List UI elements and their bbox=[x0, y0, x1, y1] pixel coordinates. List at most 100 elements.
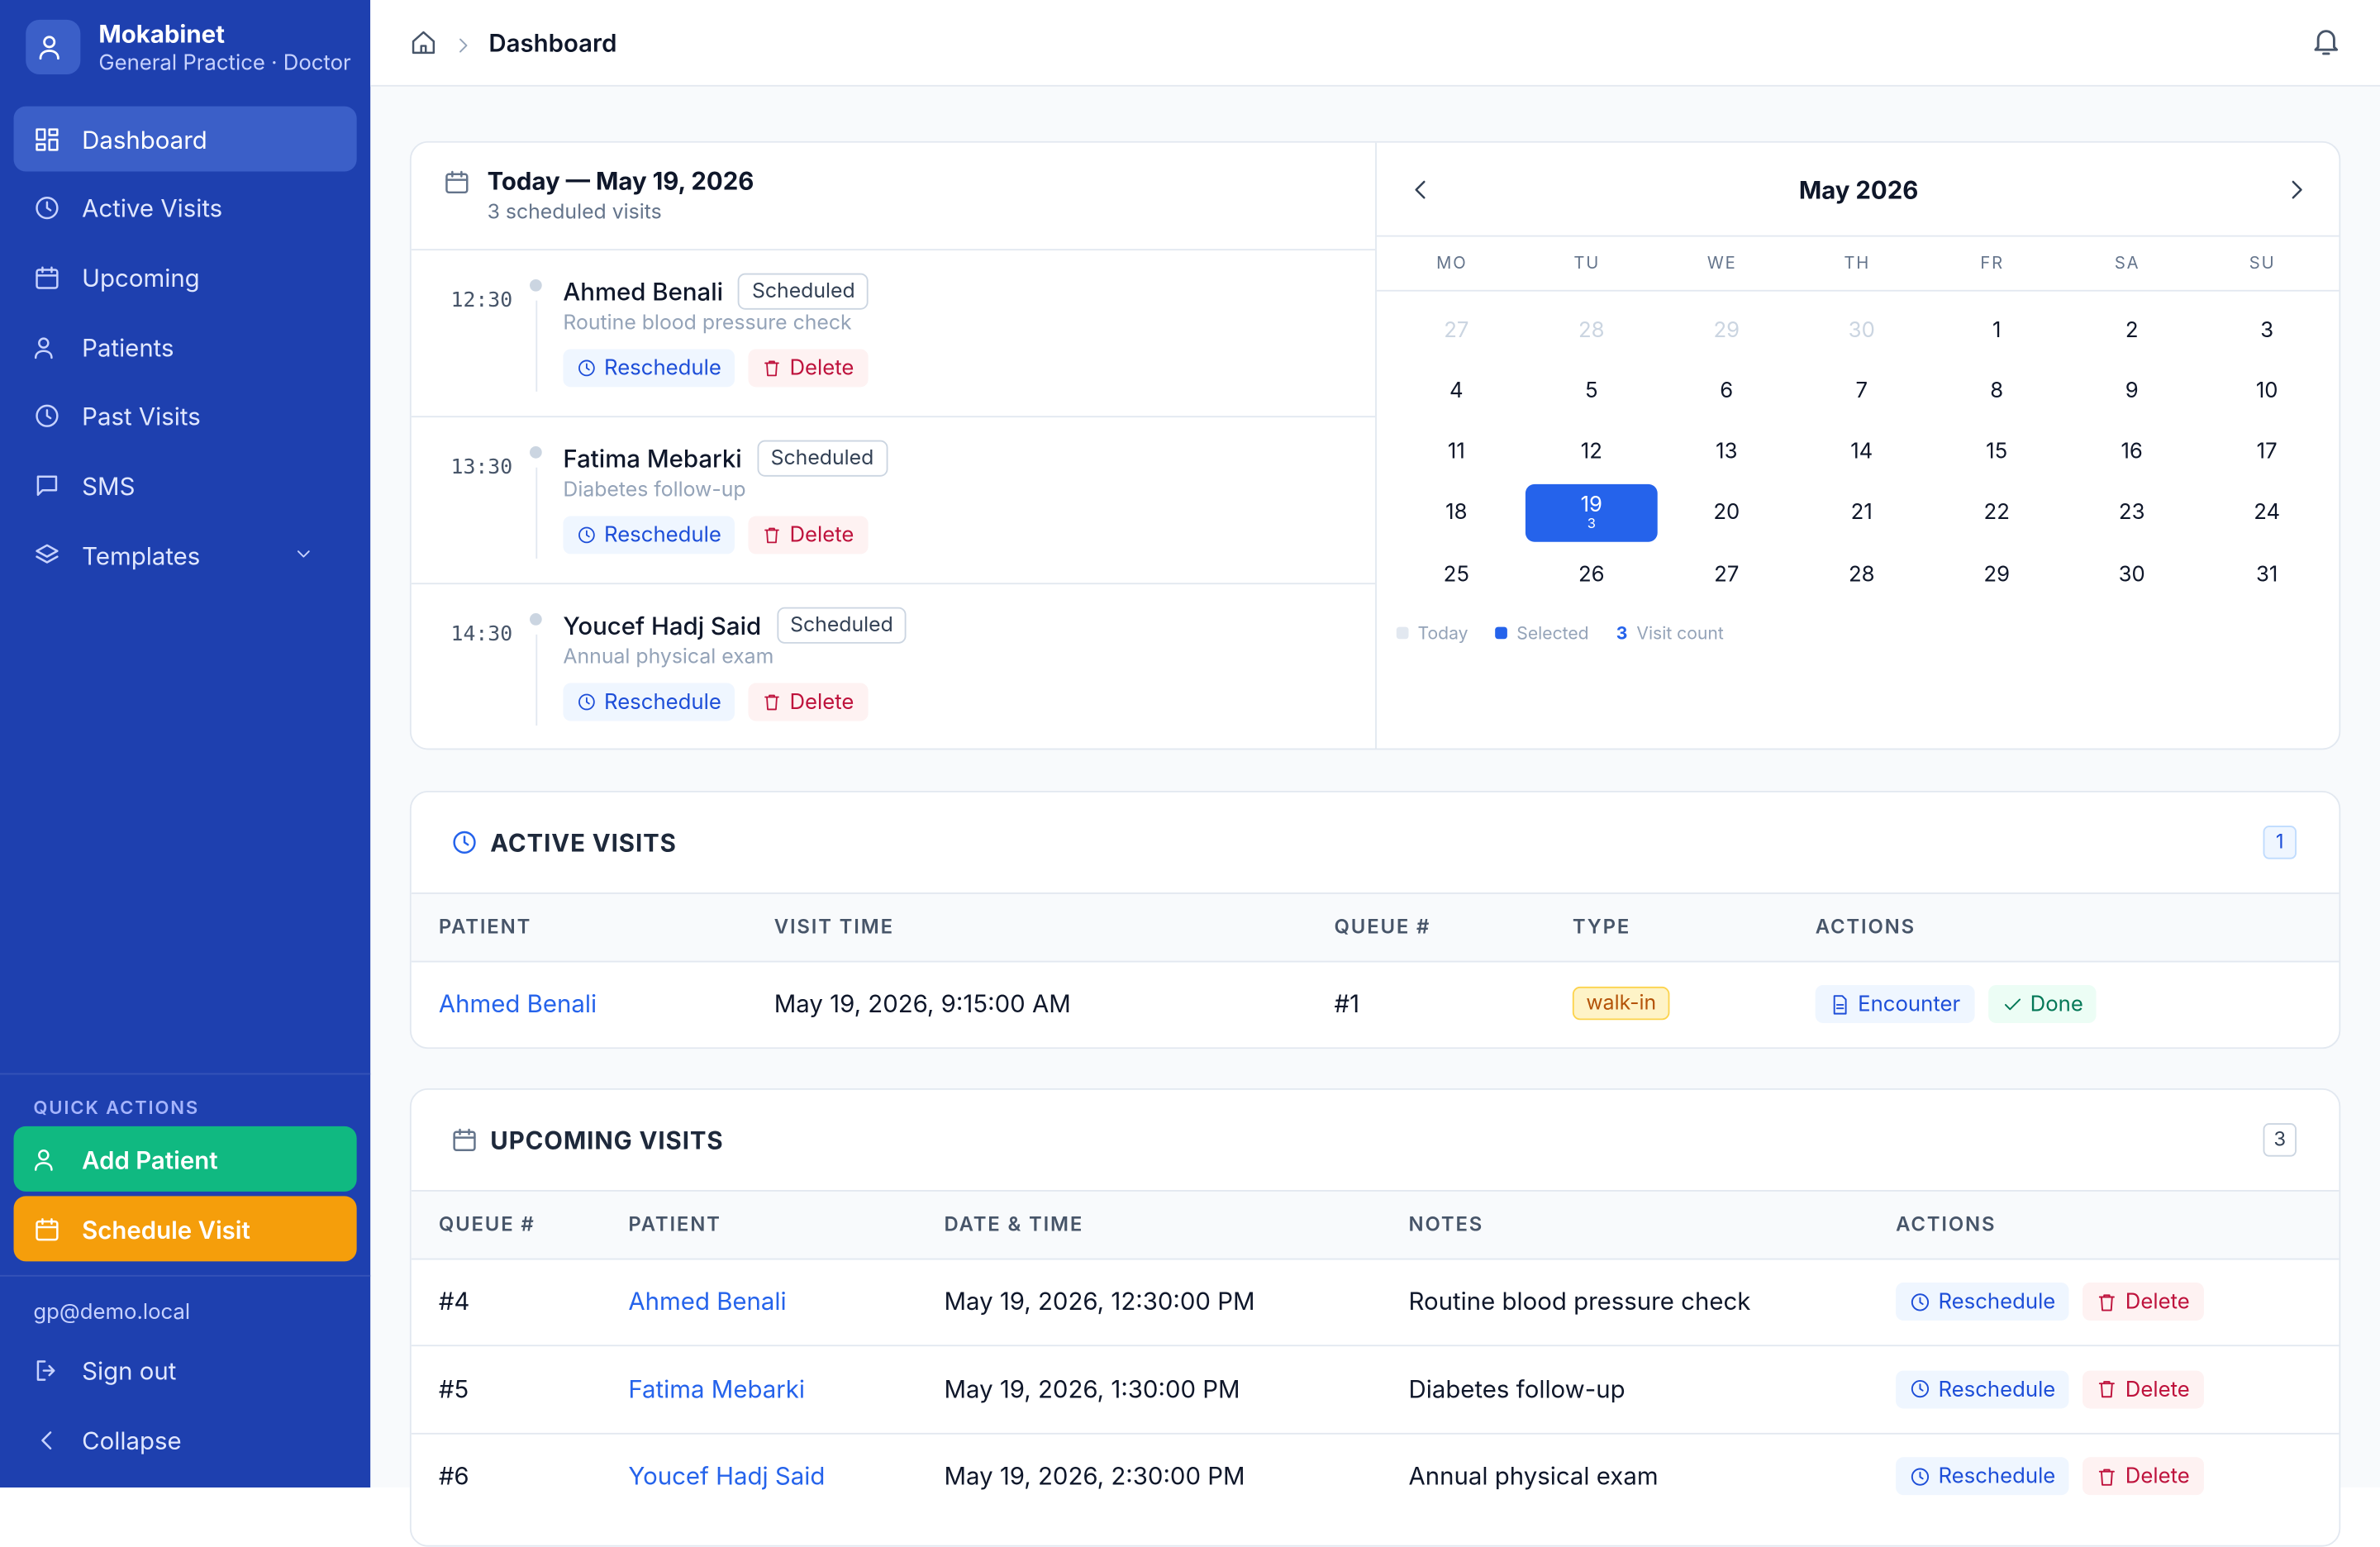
calendar-day[interactable]: 10 bbox=[2201, 362, 2333, 420]
calendar-day[interactable]: 17 bbox=[2201, 423, 2333, 481]
action-button[interactable]: Delete bbox=[2082, 1457, 2204, 1496]
table-cell: May 19, 2026, 1:30:00 PM bbox=[944, 1373, 1240, 1404]
prev-month[interactable] bbox=[1407, 176, 1435, 209]
action-button[interactable]: Delete bbox=[748, 516, 868, 555]
nav-item[interactable]: Sign out bbox=[14, 1337, 357, 1402]
calendar-day[interactable]: 16 bbox=[2066, 423, 2198, 481]
legend-item: Selected bbox=[1495, 622, 1589, 644]
quick-action-button[interactable]: Add Patient bbox=[13, 1126, 357, 1192]
day-number: 10 bbox=[2255, 377, 2278, 404]
calendar-day[interactable]: 30 bbox=[2066, 545, 2198, 603]
calendar-day[interactable]: 27 bbox=[1390, 301, 1522, 359]
calendar-day[interactable]: 31 bbox=[2201, 545, 2333, 603]
calendar-day[interactable]: 24 bbox=[2201, 484, 2333, 542]
column-header: PATIENT bbox=[628, 1212, 721, 1237]
action-label: Reschedule bbox=[1938, 1288, 2056, 1315]
active-visits-card: ACTIVE VISITS 1 PATIENT VISIT TIME QUEUE # TY… bbox=[409, 790, 2341, 1050]
action-label: Reschedule bbox=[604, 521, 721, 549]
weekday: MO bbox=[1436, 251, 1468, 274]
legend-item: Today bbox=[1396, 622, 1468, 644]
action-button[interactable]: Done bbox=[1987, 985, 2097, 1023]
breadcrumb-sep bbox=[452, 32, 474, 63]
action-button[interactable]: Reschedule bbox=[563, 683, 735, 721]
calendar-day[interactable]: 27 bbox=[1660, 545, 1792, 603]
nav-item[interactable]: Upcoming bbox=[14, 245, 357, 310]
visit-count: 3 bbox=[1587, 516, 1596, 534]
action-label: Done bbox=[2030, 991, 2083, 1017]
action-label: Delete bbox=[2125, 1463, 2190, 1489]
icon bbox=[38, 32, 69, 63]
calendar-day[interactable]: 8 bbox=[1930, 362, 2063, 420]
icon-svg bbox=[34, 1149, 53, 1170]
calendar-day[interactable]: 1 bbox=[1930, 301, 2063, 359]
row-actions: Reschedule Delete bbox=[1896, 1283, 2217, 1321]
section-count: 1 bbox=[2263, 826, 2297, 859]
calendar-day[interactable]: 19 3 bbox=[1525, 483, 1658, 542]
nav-item[interactable]: Patients bbox=[14, 314, 357, 379]
appointment-actions: Reschedule Delete bbox=[563, 683, 881, 721]
calendar-day[interactable]: 20 bbox=[1660, 484, 1792, 542]
calendar-day[interactable]: 9 bbox=[2066, 362, 2198, 420]
calendar-day[interactable]: 18 bbox=[1390, 484, 1522, 542]
action-button[interactable]: Delete bbox=[748, 683, 868, 721]
appointment-name-row: Fatima Mebarki Scheduled bbox=[563, 440, 888, 477]
calendar-day[interactable]: 29 bbox=[1660, 301, 1792, 359]
calendar-day[interactable]: 4 bbox=[1390, 362, 1522, 420]
calendar-day[interactable]: 22 bbox=[1930, 484, 2063, 542]
nav-item[interactable]: Past Visits bbox=[14, 383, 357, 449]
calendar-day[interactable]: 6 bbox=[1660, 362, 1792, 420]
weekday: WE bbox=[1706, 251, 1737, 274]
home-icon[interactable] bbox=[410, 29, 437, 62]
action-button[interactable]: Delete bbox=[2082, 1369, 2204, 1408]
calendar-day[interactable]: 2 bbox=[2066, 301, 2198, 359]
row-actions: Reschedule Delete bbox=[1896, 1457, 2217, 1496]
nav-item[interactable]: Collapse bbox=[14, 1407, 357, 1473]
calendar-day[interactable]: 11 bbox=[1390, 423, 1522, 481]
patient-link[interactable]: Fatima Mebarki bbox=[628, 1373, 806, 1404]
calendar-day[interactable]: 28 bbox=[1526, 301, 1658, 359]
action-button[interactable]: Reschedule bbox=[563, 516, 735, 555]
calendar-day[interactable]: 21 bbox=[1796, 484, 1928, 542]
quick-action-button[interactable]: Schedule Visit bbox=[13, 1196, 357, 1262]
nav-item[interactable]: Active Visits bbox=[14, 175, 357, 240]
action-button[interactable]: Encounter bbox=[1815, 985, 1974, 1023]
patient-link[interactable]: Ahmed Benali bbox=[628, 1285, 787, 1316]
action-button[interactable]: Reschedule bbox=[1896, 1457, 2069, 1496]
patient-link[interactable]: Youcef Hadj Said bbox=[628, 1459, 826, 1491]
action-label: Reschedule bbox=[604, 355, 721, 382]
day-number: 9 bbox=[2125, 377, 2139, 404]
calendar-day[interactable]: 12 bbox=[1526, 423, 1658, 481]
action-button[interactable]: Delete bbox=[2082, 1283, 2204, 1321]
timeline-line bbox=[536, 634, 538, 726]
action-button[interactable]: Reschedule bbox=[1896, 1283, 2069, 1321]
calendar-day[interactable]: 28 bbox=[1796, 545, 1928, 603]
patient-link[interactable]: Ahmed Benali bbox=[438, 988, 597, 1019]
calendar-day[interactable]: 25 bbox=[1390, 545, 1522, 603]
calendar-day[interactable]: 29 bbox=[1930, 545, 2063, 603]
calendar-day[interactable]: 30 bbox=[1796, 301, 1928, 359]
nav-item[interactable]: SMS bbox=[14, 453, 357, 518]
action-button[interactable]: Delete bbox=[748, 349, 868, 388]
legend-label: Visit count bbox=[1636, 622, 1724, 644]
calendar-day[interactable]: 5 bbox=[1526, 362, 1658, 420]
next-month[interactable] bbox=[2282, 176, 2310, 209]
calendar-day[interactable]: 7 bbox=[1796, 362, 1928, 420]
action-button[interactable]: Reschedule bbox=[563, 349, 735, 388]
action-button[interactable]: Reschedule bbox=[1896, 1369, 2069, 1408]
column-header: QUEUE # bbox=[438, 1212, 536, 1237]
calendar-day[interactable]: 13 bbox=[1660, 423, 1792, 481]
day-number: 11 bbox=[1447, 438, 1465, 465]
legend-label: Selected bbox=[1516, 622, 1589, 644]
timeline-line bbox=[536, 300, 538, 392]
calendar-day[interactable]: 26 bbox=[1526, 545, 1658, 603]
notifications[interactable] bbox=[2311, 26, 2343, 64]
calendar-day[interactable]: 3 bbox=[2201, 301, 2333, 359]
calendar-day[interactable]: 23 bbox=[2066, 484, 2198, 542]
nav-item[interactable]: Templates bbox=[14, 522, 357, 588]
nav-item[interactable]: Dashboard bbox=[13, 106, 357, 172]
row-actions: Reschedule Delete bbox=[1896, 1369, 2217, 1408]
calendar-day[interactable]: 15 bbox=[1930, 423, 2063, 481]
day-number: 28 bbox=[1578, 316, 1605, 343]
calendar-day[interactable]: 14 bbox=[1796, 423, 1928, 481]
column-header: ACTIONS bbox=[1896, 1212, 1997, 1237]
